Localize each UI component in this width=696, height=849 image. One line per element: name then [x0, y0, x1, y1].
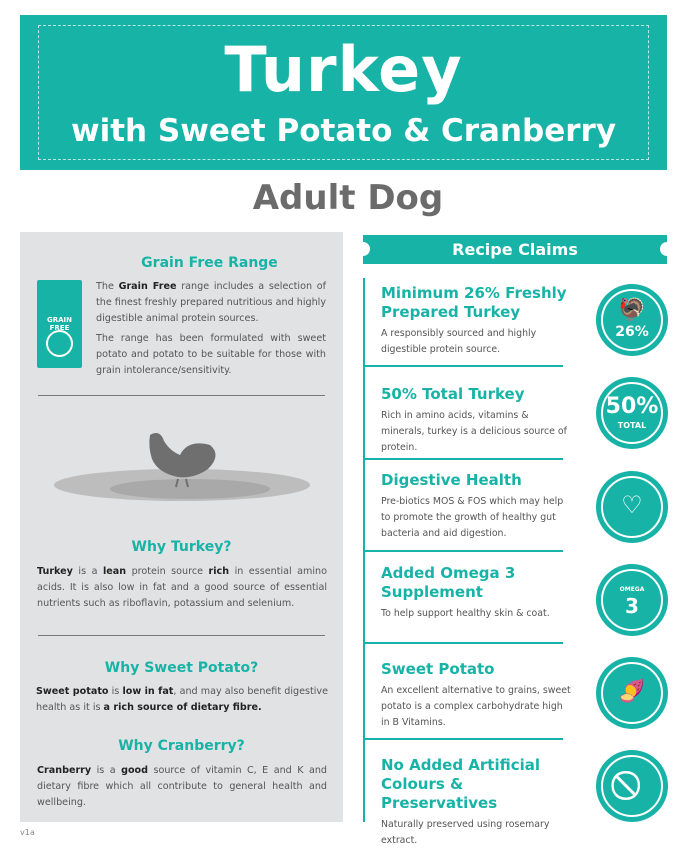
grain-free-text-2: The range has been formulated with sweet… — [96, 333, 326, 376]
divider — [363, 738, 563, 740]
claim-item: Sweet Potato An excellent alternative to … — [381, 660, 571, 728]
divider — [363, 458, 563, 460]
no-artificial-icon: ⃠ — [596, 750, 668, 822]
info-panel: Grain Free Range GRAIN FREE The Grain Fr… — [20, 232, 343, 822]
version-label: v1a — [20, 828, 35, 837]
divider — [363, 642, 563, 644]
divider — [38, 395, 325, 396]
why-turkey-text: Turkey is a lean protein source rich in … — [37, 566, 327, 609]
50-total-icon: 50% TOTAL — [596, 377, 668, 449]
title-banner: Turkey with Sweet Potato & Cranberry — [20, 15, 667, 170]
divider — [363, 365, 563, 367]
grain-free-bag-icon: GRAIN FREE — [37, 280, 82, 368]
grain-free-heading: Grain Free Range — [141, 255, 278, 271]
claim-item: Added Omega 3 Supplement To help support … — [381, 564, 550, 619]
claim-item: Minimum 26% Freshly Prepared Turkey A res… — [381, 284, 567, 355]
turkey-26-icon: 26% 🦃 — [596, 284, 668, 356]
claim-item: Digestive Health Pre-biotics MOS & FOS wh… — [381, 471, 564, 539]
turkey-field-illustration — [54, 433, 310, 501]
product-subtitle: with Sweet Potato & Cranberry — [70, 113, 617, 149]
divider — [363, 550, 563, 552]
recipe-claims: Recipe Claims Minimum 26% Freshly Prepar… — [356, 232, 674, 846]
claim-item: 50% Total Turkey Rich in amino acids, vit… — [381, 385, 567, 453]
life-stage: Adult Dog — [252, 178, 444, 218]
stomach-icon: ♡ — [596, 471, 668, 543]
divider — [38, 635, 325, 636]
product-title: Turkey — [224, 33, 463, 106]
recipe-claims-banner: Recipe Claims — [356, 235, 674, 264]
claim-item: No Added Artificial Colours & Preservati… — [381, 756, 550, 846]
omega-3-icon: OMEGA 3 — [596, 564, 668, 636]
why-cranberry-heading: Why Cranberry? — [118, 738, 245, 754]
why-cranberry-text: Cranberry is a good source of vitamin C,… — [37, 765, 327, 808]
why-sweet-potato-heading: Why Sweet Potato? — [104, 660, 259, 676]
why-turkey-heading: Why Turkey? — [131, 539, 232, 555]
dotted-border — [38, 25, 649, 160]
why-sweet-potato-text: Sweet potato is low in fat, and may also… — [36, 686, 328, 713]
sweet-potato-icon: 🍠 — [596, 657, 668, 729]
grain-free-text-1: The Grain Free range includes a selectio… — [96, 281, 326, 324]
